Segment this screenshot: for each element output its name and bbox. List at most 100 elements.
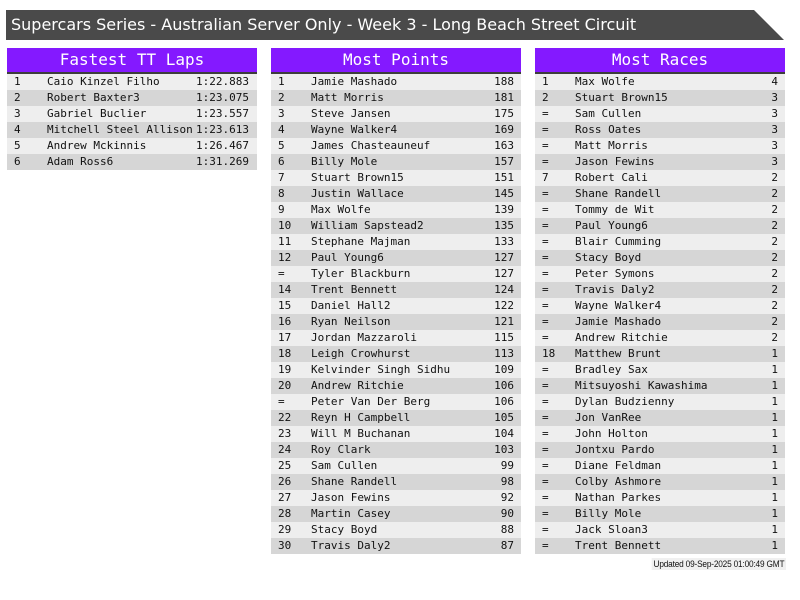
- driver-name-cell: Robert Baxter3: [47, 91, 140, 104]
- value-cell: 2: [771, 219, 778, 232]
- driver-name-cell: Jamie Mashado: [575, 315, 662, 328]
- driver-name-cell: Kelvinder Singh Sidhu: [311, 363, 451, 376]
- table-row: 19 Kelvinder Singh Sidhu 109: [271, 362, 521, 378]
- driver-name-cell: Robert Cali: [575, 171, 648, 184]
- rank-cell: 16: [278, 315, 292, 328]
- table-row: 4 Wayne Walker4 169: [271, 122, 521, 138]
- driver-name-cell: Diane Feldman: [575, 459, 662, 472]
- table-row: 4 Mitchell Steel Allison 1:23.613: [7, 122, 257, 138]
- rank-cell: 14: [278, 283, 292, 296]
- driver-name-cell: Colby Ashmore: [575, 475, 662, 488]
- value-cell: 1:26.467: [196, 139, 249, 152]
- rank-cell: 5: [278, 139, 285, 152]
- value-cell: 157: [494, 155, 514, 168]
- rank-cell: =: [542, 139, 549, 152]
- rank-cell: =: [542, 523, 549, 536]
- driver-name-cell: Peter Symons: [575, 267, 655, 280]
- value-cell: 109: [494, 363, 514, 376]
- rank-cell: =: [542, 363, 549, 376]
- table-row: 15 Daniel Hall2 122: [271, 298, 521, 314]
- leaderboard-table: 1 Max Wolfe 4 2 Stuart Brown15 3 = Sam Cullen 3 =…: [535, 74, 785, 554]
- driver-name-cell: Gabriel Buclier: [47, 107, 147, 120]
- driver-name-cell: Peter Van Der Berg: [311, 395, 431, 408]
- value-cell: 1: [771, 475, 778, 488]
- driver-name-cell: Paul Young6: [575, 219, 648, 232]
- table-row: = Travis Daly2 2: [535, 282, 785, 298]
- rank-cell: =: [542, 283, 549, 296]
- rank-cell: 6: [14, 155, 21, 168]
- table-row: 16 Ryan Neilson 121: [271, 314, 521, 330]
- rank-cell: =: [542, 443, 549, 456]
- table-row: 5 Andrew Mckinnis 1:26.467: [7, 138, 257, 154]
- rank-cell: 26: [278, 475, 292, 488]
- driver-name-cell: Mitchell Steel Allison: [47, 123, 193, 136]
- rank-cell: 1: [542, 75, 549, 88]
- driver-name-cell: John Holton: [575, 427, 648, 440]
- table-row: 2 Stuart Brown15 3: [535, 90, 785, 106]
- value-cell: 1: [771, 507, 778, 520]
- value-cell: 106: [494, 379, 514, 392]
- driver-name-cell: Andrew Ritchie: [311, 379, 404, 392]
- table-row: = Mitsuyoshi Kawashima 1: [535, 378, 785, 394]
- page-title: Supercars Series - Australian Server Onl…: [6, 10, 784, 40]
- driver-name-cell: Wayne Walker4: [311, 123, 398, 136]
- value-cell: 1:23.613: [196, 123, 249, 136]
- driver-name-cell: Trent Bennett: [311, 283, 398, 296]
- value-cell: 1:23.557: [196, 107, 249, 120]
- value-cell: 106: [494, 395, 514, 408]
- value-cell: 2: [771, 251, 778, 264]
- rank-cell: =: [542, 267, 549, 280]
- table-row: = Jamie Mashado 2: [535, 314, 785, 330]
- driver-name-cell: Mitsuyoshi Kawashima: [575, 379, 708, 392]
- table-row: 1 Caio Kinzel Filho 1:22.883: [7, 74, 257, 90]
- rank-cell: =: [542, 315, 549, 328]
- driver-name-cell: Will M Buchanan: [311, 427, 411, 440]
- rank-cell: 4: [14, 123, 21, 136]
- table-row: 26 Shane Randell 98: [271, 474, 521, 490]
- rank-cell: 7: [278, 171, 285, 184]
- leaderboard-table: 1 Caio Kinzel Filho 1:22.883 2 Robert Baxter…: [7, 74, 257, 170]
- table-row: 1 Jamie Mashado 188: [271, 74, 521, 90]
- driver-name-cell: Stuart Brown15: [311, 171, 404, 184]
- driver-name-cell: Stephane Majman: [311, 235, 411, 248]
- table-row: 7 Robert Cali 2: [535, 170, 785, 186]
- rank-cell: 28: [278, 507, 292, 520]
- value-cell: 113: [494, 347, 514, 360]
- rank-cell: 17: [278, 331, 292, 344]
- value-cell: 88: [500, 523, 514, 536]
- table-row: = Jon VanRee 1: [535, 410, 785, 426]
- value-cell: 127: [494, 251, 514, 264]
- table-row: = Bradley Sax 1: [535, 362, 785, 378]
- rank-cell: 30: [278, 539, 292, 552]
- rank-cell: 1: [278, 75, 285, 88]
- rank-cell: 23: [278, 427, 292, 440]
- driver-name-cell: Steve Jansen: [311, 107, 391, 120]
- table-row: 1 Max Wolfe 4: [535, 74, 785, 90]
- rank-cell: 20: [278, 379, 292, 392]
- rank-cell: 7: [542, 171, 549, 184]
- fastest-tt-laps-panel: Fastest TT Laps 1 Caio Kinzel Filho 1:22.8…: [7, 48, 257, 170]
- driver-name-cell: Caio Kinzel Filho: [47, 75, 160, 88]
- leaderboard-table: 1 Jamie Mashado 188 2 Matt Morris 181 3 Steve J…: [271, 74, 521, 554]
- value-cell: 1:31.269: [196, 155, 249, 168]
- table-row: 29 Stacy Boyd 88: [271, 522, 521, 538]
- value-cell: 2: [771, 187, 778, 200]
- value-cell: 1: [771, 411, 778, 424]
- table-row: = Dylan Budzienny 1: [535, 394, 785, 410]
- value-cell: 2: [771, 171, 778, 184]
- table-row: = John Holton 1: [535, 426, 785, 442]
- table-row: 3 Steve Jansen 175: [271, 106, 521, 122]
- driver-name-cell: Stacy Boyd: [575, 251, 642, 264]
- rank-cell: =: [278, 395, 285, 408]
- value-cell: 3: [771, 91, 778, 104]
- driver-name-cell: Daniel Hall2: [311, 299, 391, 312]
- value-cell: 1:23.075: [196, 91, 249, 104]
- most-points-panel: Most Points 1 Jamie Mashado 188 2 Matt Morri…: [271, 48, 521, 554]
- driver-name-cell: Trent Bennett: [575, 539, 662, 552]
- value-cell: 90: [500, 507, 514, 520]
- rank-cell: =: [542, 427, 549, 440]
- table-row: = Matt Morris 3: [535, 138, 785, 154]
- rank-cell: =: [542, 379, 549, 392]
- rank-cell: 8: [278, 187, 285, 200]
- table-row: = Jontxu Pardo 1: [535, 442, 785, 458]
